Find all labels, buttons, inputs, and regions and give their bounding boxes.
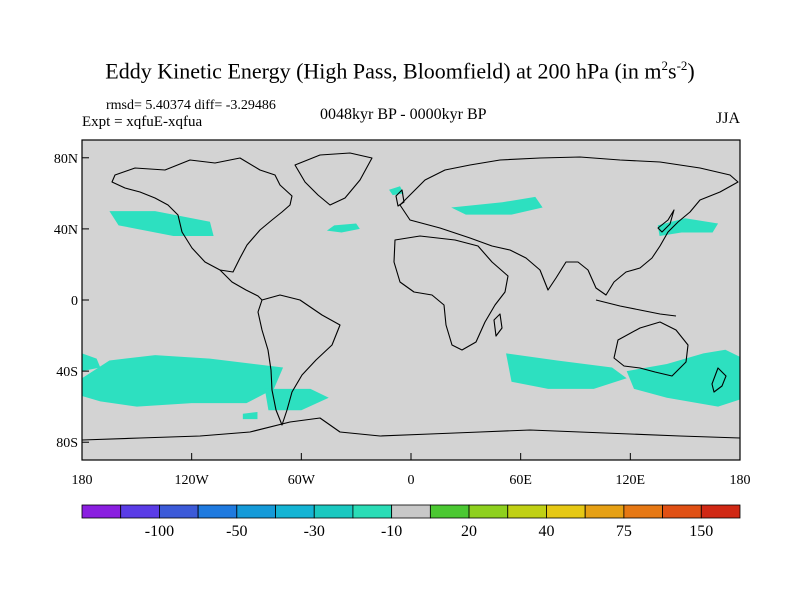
new-zealand-coast [711, 367, 727, 393]
north-asia-region [451, 196, 543, 215]
colorbar-label: 20 [461, 523, 477, 540]
colorbar-box [120, 504, 160, 519]
central-america-coast [219, 269, 263, 301]
colorbar-label: 40 [538, 523, 554, 540]
colorbar-box [700, 504, 741, 519]
axes: 80N 40N 0 40S 80S 180 120W 60W 0 60E 120E 180 [54, 139, 751, 488]
south-indian-region [506, 353, 627, 389]
british-isles-coast [395, 189, 405, 207]
experiment-line: Expt = xqfuE-xqfua [82, 114, 203, 130]
colorbar-label: 75 [616, 523, 632, 540]
colorbar-label: -10 [381, 523, 402, 540]
chart-title: Eddy Kinetic Energy (High Pass, Bloomfie… [105, 58, 695, 84]
indonesia-coast [595, 299, 677, 317]
colorbar-box [584, 504, 625, 519]
lat-tick-label: 80N [54, 152, 78, 167]
lon-tick-label: 0 [408, 473, 415, 488]
colorbar-box [275, 504, 315, 519]
coastlines [81, 152, 741, 441]
colorbar-box [507, 504, 547, 519]
colorbar-box [236, 504, 276, 519]
south-pacific-main-region [82, 355, 284, 407]
north-america-coast [111, 157, 293, 273]
africa-coast [393, 235, 509, 351]
lon-tick-label: 180 [72, 473, 93, 488]
period-label: 0048kyr BP - 0000kyr BP [320, 106, 487, 123]
eurasia-coast [399, 156, 739, 296]
lon-tick-label: 120E [616, 473, 646, 488]
lat-tick-label: 40S [56, 365, 78, 380]
south-america-coast [257, 294, 341, 426]
lat-tick-label: 0 [71, 294, 78, 309]
stats-line: rmsd= 5.40374 diff= -3.29486 [106, 98, 276, 113]
north-pacific-region [109, 211, 214, 236]
season-label: JJA [716, 110, 741, 127]
japan-coast [657, 209, 675, 233]
colorbar-label: 150 [689, 523, 713, 540]
colorbar-label: -30 [304, 523, 325, 540]
iceland-region [389, 186, 404, 196]
australia-coast [613, 321, 689, 377]
north-atlantic-region [326, 223, 360, 233]
colorbar-box [159, 504, 199, 519]
lat-tick-label: 80S [56, 436, 78, 451]
lon-tick-label: 60W [288, 473, 316, 488]
japan-region [657, 218, 719, 236]
colorbar-label: -100 [145, 523, 174, 540]
colorbar-box [313, 504, 354, 519]
colorbar-box [546, 504, 586, 519]
madagascar-coast [493, 313, 503, 337]
antarctica-coast [81, 417, 741, 441]
colorbar-boxes [81, 504, 741, 519]
colorbar-label: -50 [226, 523, 247, 540]
greenland-coast [294, 152, 373, 206]
drake-region [264, 388, 329, 411]
colorbar-box [662, 504, 702, 519]
colorbar-box [81, 504, 122, 519]
colorbar-box [623, 504, 663, 519]
colorbar-box [197, 504, 238, 519]
drake-small-region [242, 412, 258, 420]
lon-tick-label: 60E [509, 473, 532, 488]
lat-tick-label: 40N [54, 223, 78, 238]
lon-tick-label: 120W [175, 473, 210, 488]
colorbar-box [468, 504, 509, 519]
colorbar-labels: -100 -50 -30 -10 20 40 75 150 [145, 523, 714, 540]
colorbar-box [391, 504, 431, 519]
lon-tick-label: 180 [730, 473, 751, 488]
south-indian-east-region [626, 349, 740, 407]
colorbar-box [429, 504, 470, 519]
south-pacific-west-region [82, 353, 101, 372]
anomaly-regions [82, 186, 740, 420]
colorbar-box [352, 504, 393, 519]
